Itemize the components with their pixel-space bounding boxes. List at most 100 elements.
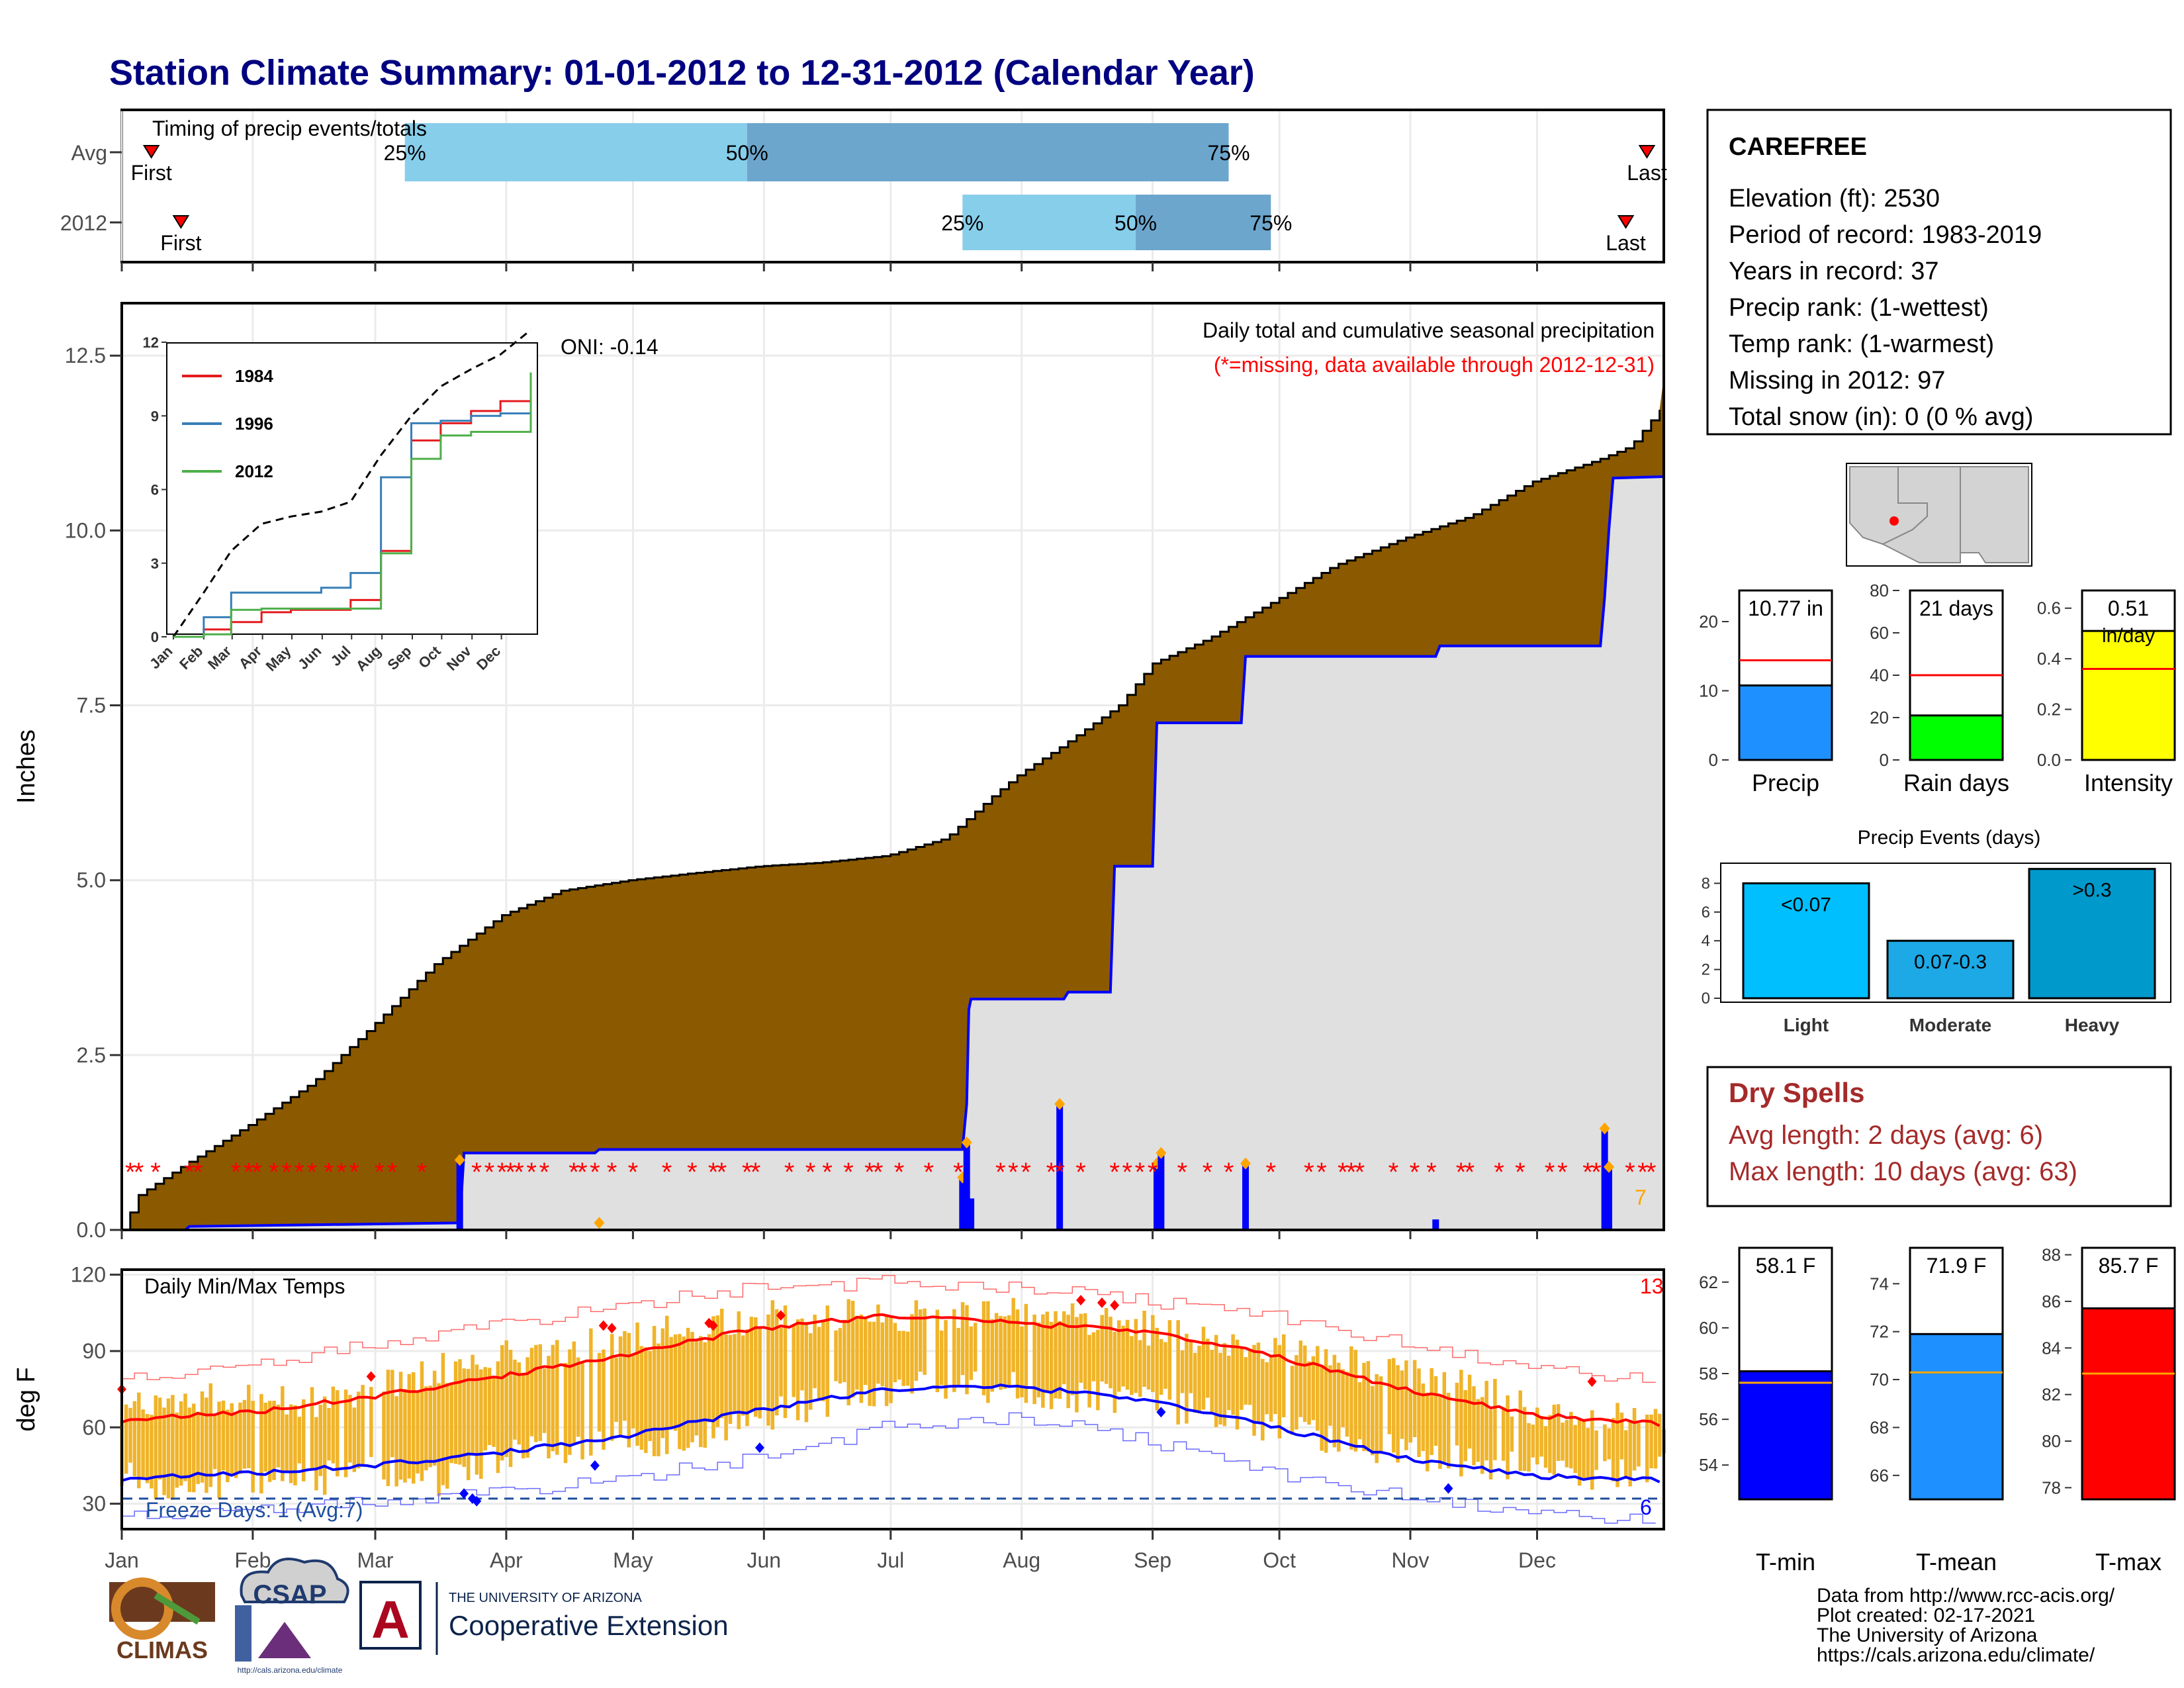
daily-temp-bar xyxy=(128,1407,132,1463)
missing-data-asterisk: * xyxy=(294,1158,304,1187)
obs-cumulative-line xyxy=(122,475,1664,1231)
daily-temp-bar xyxy=(1506,1395,1510,1479)
missing-data-asterisk: * xyxy=(387,1158,398,1187)
record-high-marker xyxy=(1110,1299,1120,1311)
daily-temp-bar xyxy=(1121,1325,1125,1387)
oni-label: ONI: -0.14 xyxy=(561,335,659,359)
daily-temp-bar xyxy=(1619,1412,1624,1460)
pbar-bar xyxy=(1738,684,1833,761)
daily-temp-bar xyxy=(1510,1416,1514,1452)
daily-temp-bar xyxy=(1256,1342,1261,1422)
month-tick-label: Nov xyxy=(1392,1548,1430,1572)
precip-ytick-label: 7.5 xyxy=(77,694,106,718)
missing-data-asterisk: * xyxy=(416,1158,427,1187)
daily-temp-bar xyxy=(1387,1359,1392,1434)
missing-data-asterisk: * xyxy=(864,1158,875,1187)
daily-temp-bar xyxy=(956,1328,960,1386)
daily-temp-bar xyxy=(1442,1372,1447,1463)
missing-data-asterisk: * xyxy=(1316,1158,1327,1187)
daily-temp-bar xyxy=(910,1314,914,1394)
daily-temp-bar xyxy=(792,1324,796,1397)
daily-temp-bar xyxy=(192,1403,196,1493)
daily-temp-bar xyxy=(678,1334,682,1450)
daily-temp-bar xyxy=(217,1401,221,1499)
daily-temp-bar xyxy=(1045,1311,1049,1393)
daily-temp-bar xyxy=(568,1349,572,1455)
daily-temp-bar xyxy=(1341,1369,1345,1427)
daily-temp-bar xyxy=(200,1391,205,1483)
daily-temp-bar xyxy=(547,1356,551,1459)
timing-label: Timing of precip events/totals xyxy=(152,117,427,140)
daily-temp-bar xyxy=(1054,1311,1058,1399)
daily-temp-bar xyxy=(1586,1428,1590,1480)
inset-ytick-label: 9 xyxy=(151,408,159,424)
daily-temp-bar xyxy=(314,1417,318,1491)
missing-data-asterisk: * xyxy=(822,1158,833,1187)
record-low-marker xyxy=(459,1488,469,1499)
tbar-ytick-label: 58 xyxy=(1699,1364,1718,1383)
daily-temp-bar xyxy=(1324,1349,1328,1453)
daily-temp-bar xyxy=(183,1393,187,1481)
daily-temp-bar xyxy=(1100,1315,1104,1382)
daily-temp-bar xyxy=(124,1404,128,1474)
daily-temp-bar xyxy=(1130,1336,1134,1395)
daily-temp-bar xyxy=(994,1313,999,1387)
precip-event-marker xyxy=(1156,1147,1167,1159)
daily-temp-bar xyxy=(1265,1362,1269,1415)
daily-temp-bar xyxy=(1535,1407,1539,1465)
daily-temp-bar xyxy=(352,1407,357,1472)
record-high-marker xyxy=(776,1310,786,1321)
daily-temp-bar xyxy=(521,1372,525,1459)
daily-temp-bar xyxy=(893,1323,897,1383)
missing-data-asterisk: * xyxy=(1135,1158,1146,1187)
pbar-value: 21 days xyxy=(1919,596,1993,620)
daily-temp-bar xyxy=(838,1328,842,1383)
events-ytick-label: 6 xyxy=(1702,904,1710,921)
record-low-marker xyxy=(1443,1483,1453,1494)
month-tick-label: Oct xyxy=(1263,1548,1296,1572)
daily-temp-bar xyxy=(639,1346,644,1450)
tbar-ytick-label: 62 xyxy=(1699,1272,1718,1292)
pbar-label: Precip xyxy=(1752,769,1819,796)
missing-data-asterisk: * xyxy=(526,1158,537,1187)
daily-temp-bar xyxy=(226,1409,230,1483)
footer-line-3: The University of Arizona xyxy=(1817,1624,2038,1646)
daily-temp-bar xyxy=(1590,1410,1594,1490)
daily-temp-bar xyxy=(872,1321,876,1407)
daily-temp-bar xyxy=(686,1327,690,1448)
daily-temp-bar xyxy=(1138,1340,1142,1397)
missing-data-asterisk: * xyxy=(539,1158,550,1187)
missing-data-asterisk: * xyxy=(1456,1158,1467,1187)
daily-temp-bar xyxy=(369,1387,373,1458)
daily-temp-bar xyxy=(361,1385,365,1465)
daily-temp-bar xyxy=(394,1396,398,1487)
daily-temp-bar xyxy=(432,1370,437,1466)
temp-count-high: 13 xyxy=(1640,1274,1664,1298)
record-high-marker xyxy=(1587,1376,1597,1387)
daily-temp-bar xyxy=(407,1374,412,1479)
daily-precip-bar xyxy=(1242,1163,1250,1230)
events-ytick-label: 8 xyxy=(1702,874,1710,892)
daily-temp-bar xyxy=(707,1334,711,1423)
pbar-unit: in/day xyxy=(2102,625,2155,647)
csap-logo-text: CSAP xyxy=(253,1580,326,1609)
daily-temp-bar xyxy=(1426,1393,1430,1472)
avg-cumulative-outline xyxy=(122,410,1661,1231)
daily-temp-bar xyxy=(416,1391,420,1474)
daily-temp-bar xyxy=(1484,1381,1488,1461)
daily-temp-bar xyxy=(1015,1309,1020,1399)
missing-data-asterisk: * xyxy=(577,1158,588,1187)
daily-temp-bar xyxy=(242,1399,247,1469)
daily-temp-bar xyxy=(221,1400,226,1471)
daily-temp-bar xyxy=(694,1340,699,1436)
daily-temp-bar xyxy=(1011,1297,1015,1372)
daily-temp-bar xyxy=(310,1387,314,1470)
tbar-ytick-label: 54 xyxy=(1699,1455,1718,1475)
daily-temp-bar xyxy=(1518,1390,1522,1472)
daily-temp-bar xyxy=(343,1389,348,1477)
daily-temp-bar xyxy=(437,1383,441,1497)
events-category-label: Moderate xyxy=(1909,1015,1991,1035)
missing-data-asterisk: * xyxy=(1122,1158,1132,1187)
daily-temp-bar xyxy=(901,1331,905,1386)
pbar-ytick-label: 60 xyxy=(1870,623,1889,643)
